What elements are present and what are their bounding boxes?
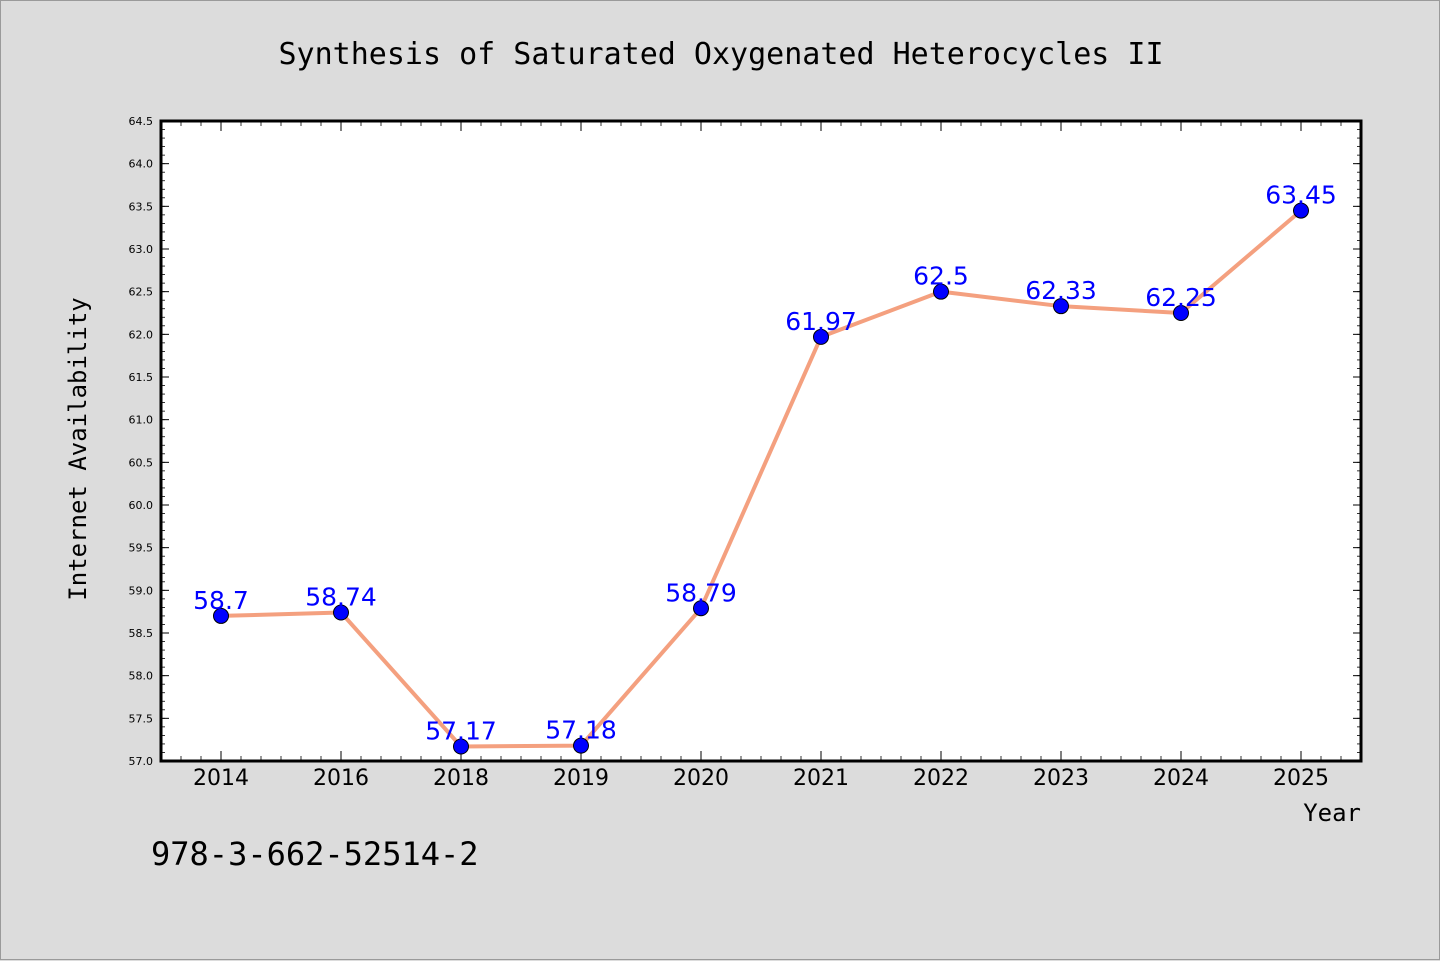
data-label: 58.7	[193, 586, 249, 615]
y-tick-label: 62.0	[129, 328, 154, 341]
y-tick-label: 61.0	[129, 414, 154, 427]
data-label: 57.18	[545, 716, 617, 745]
y-tick-label: 63.5	[129, 200, 154, 213]
data-label: 57.17	[425, 716, 497, 745]
data-label: 62.5	[913, 262, 969, 291]
data-label: 63.45	[1265, 181, 1337, 210]
series-layer	[219, 208, 1303, 749]
x-tick-label: 2018	[433, 766, 489, 791]
data-point-marker	[1173, 305, 1189, 321]
plot-area	[161, 121, 1361, 761]
isbn-footnote: 978-3-662-52514-2	[151, 835, 479, 873]
data-label: 58.74	[305, 583, 377, 612]
data-label-layer: 58.7 58.74 57.17 57.18 58.79 61.97 62.5 62.33 62…	[193, 181, 1337, 746]
data-point-marker	[813, 328, 829, 345]
data-label: 61.97	[785, 307, 857, 336]
y-tick-label: 57.5	[129, 712, 154, 725]
y-tick-label: 64.5	[129, 115, 154, 128]
y-tick-label: 64.0	[129, 158, 154, 171]
y-tick-label: 60.0	[129, 499, 154, 512]
x-tick-label: 2016	[313, 766, 369, 791]
y-axis-label: Internet Availability	[64, 297, 92, 600]
x-tick-label: 2020	[673, 766, 729, 791]
y-tick-label: 59.0	[129, 584, 154, 597]
x-tick-label: 2014	[193, 766, 249, 791]
x-tick-label: 2024	[1153, 766, 1209, 791]
x-tick-label: 2021	[793, 766, 849, 791]
y-tick-label: 60.5	[129, 456, 154, 469]
y-tick-label: 63.0	[129, 243, 154, 256]
data-point-marker	[1053, 298, 1069, 315]
y-tick-label: 62.5	[129, 286, 154, 299]
x-tick-label: 2023	[1033, 766, 1089, 791]
y-tick-label: 58.5	[129, 627, 154, 640]
chart-title: Synthesis of Saturated Oxygenated Hetero…	[278, 37, 1163, 72]
data-point-marker	[213, 607, 229, 624]
marker-layer	[213, 202, 1309, 755]
x-tick-labels: 2014 2016 2018 2019 2020 2021 2022 2023 2024 2025	[193, 766, 1329, 791]
x-tick-label: 2025	[1273, 766, 1329, 791]
x-tick-label: 2019	[553, 766, 609, 791]
data-label: 62.33	[1025, 276, 1097, 305]
data-point-marker	[933, 283, 949, 300]
y-tick-label: 61.5	[129, 371, 154, 384]
data-point-marker	[573, 737, 589, 754]
data-label: 58.79	[665, 578, 737, 607]
data-point-marker	[693, 600, 709, 617]
y-tick-label: 57.0	[129, 755, 154, 768]
plot-frame	[159, 119, 1363, 763]
data-point-marker	[333, 604, 349, 621]
y-tick-labels: 57.0 57.5 58.0 58.5 59.0 59.5 60.0 60.5 61.0 61.5…	[129, 115, 154, 768]
series-line	[219, 208, 1303, 749]
x-tick-label: 2022	[913, 766, 969, 791]
y-tick-label: 58.0	[129, 670, 154, 683]
data-label: 62.25	[1145, 283, 1217, 312]
y-tick-label: 59.5	[129, 542, 154, 555]
x-axis-label: Year	[1303, 799, 1361, 827]
data-point-marker	[453, 738, 469, 755]
data-point-marker	[1293, 202, 1309, 219]
